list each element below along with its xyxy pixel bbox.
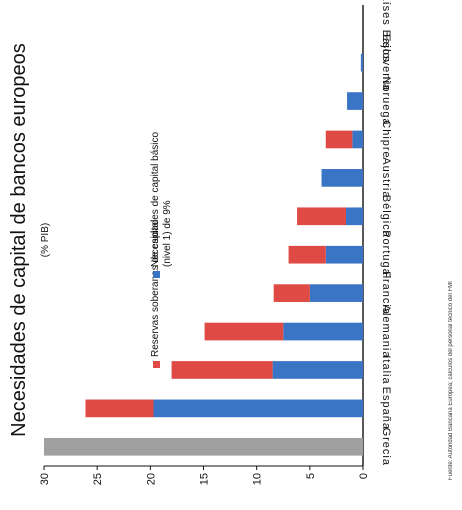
bar-reservas-4 (273, 284, 310, 302)
bar-capital-basico-8 (352, 130, 364, 149)
x-category-label: Portugal (380, 230, 392, 279)
bar-reservas-1 (85, 399, 154, 418)
bar-capital-basico-7 (321, 169, 363, 187)
x-category-label: España (380, 387, 392, 430)
x-category-label: Eslovenia (380, 34, 392, 91)
x-category-label: Italia (380, 355, 392, 384)
bar-capital-basico-2 (272, 361, 363, 379)
bar-capital-basico-9 (347, 92, 363, 110)
x-category-label: Países Bajos (380, 0, 392, 62)
bar-reservas-3 (204, 322, 284, 341)
bar-capital-basico-5 (325, 245, 363, 264)
bar-capital-basico-6 (345, 207, 363, 226)
y-tick-label: 0 (358, 473, 370, 479)
bar-capital-basico-4 (309, 284, 364, 302)
bar-reservas-5 (288, 245, 326, 264)
x-category-label: Francia (380, 271, 392, 315)
bar-capital-basico-10 (360, 53, 363, 72)
bar-capital-basico-1 (153, 399, 363, 418)
x-category-label: Alemania (380, 305, 392, 359)
y-tick-label: 5 (305, 473, 317, 479)
y-tick-label: 15 (199, 473, 211, 485)
x-category-label: Noruega (380, 76, 392, 125)
x-category-label: Austria (380, 157, 392, 198)
bar-reservas-6 (297, 207, 346, 226)
y-tick-label: 30 (39, 473, 51, 485)
chart-footnote: Fuente: Autoridad Bancaria Europea; cálc… (448, 281, 454, 480)
y-tick-label: 20 (145, 473, 157, 485)
x-category-label: Grecia (380, 428, 392, 466)
bar-reservas-8 (325, 130, 353, 149)
bar-capital-basico-3 (283, 322, 363, 341)
x-category-label: Bélgica (380, 195, 392, 238)
y-tick-label: 10 (252, 473, 264, 485)
bar-reservas-2 (171, 361, 273, 379)
y-tick-label: 25 (92, 473, 104, 485)
bar-capital-basico-0 (44, 437, 363, 456)
x-category-label: Chipre (380, 120, 392, 158)
